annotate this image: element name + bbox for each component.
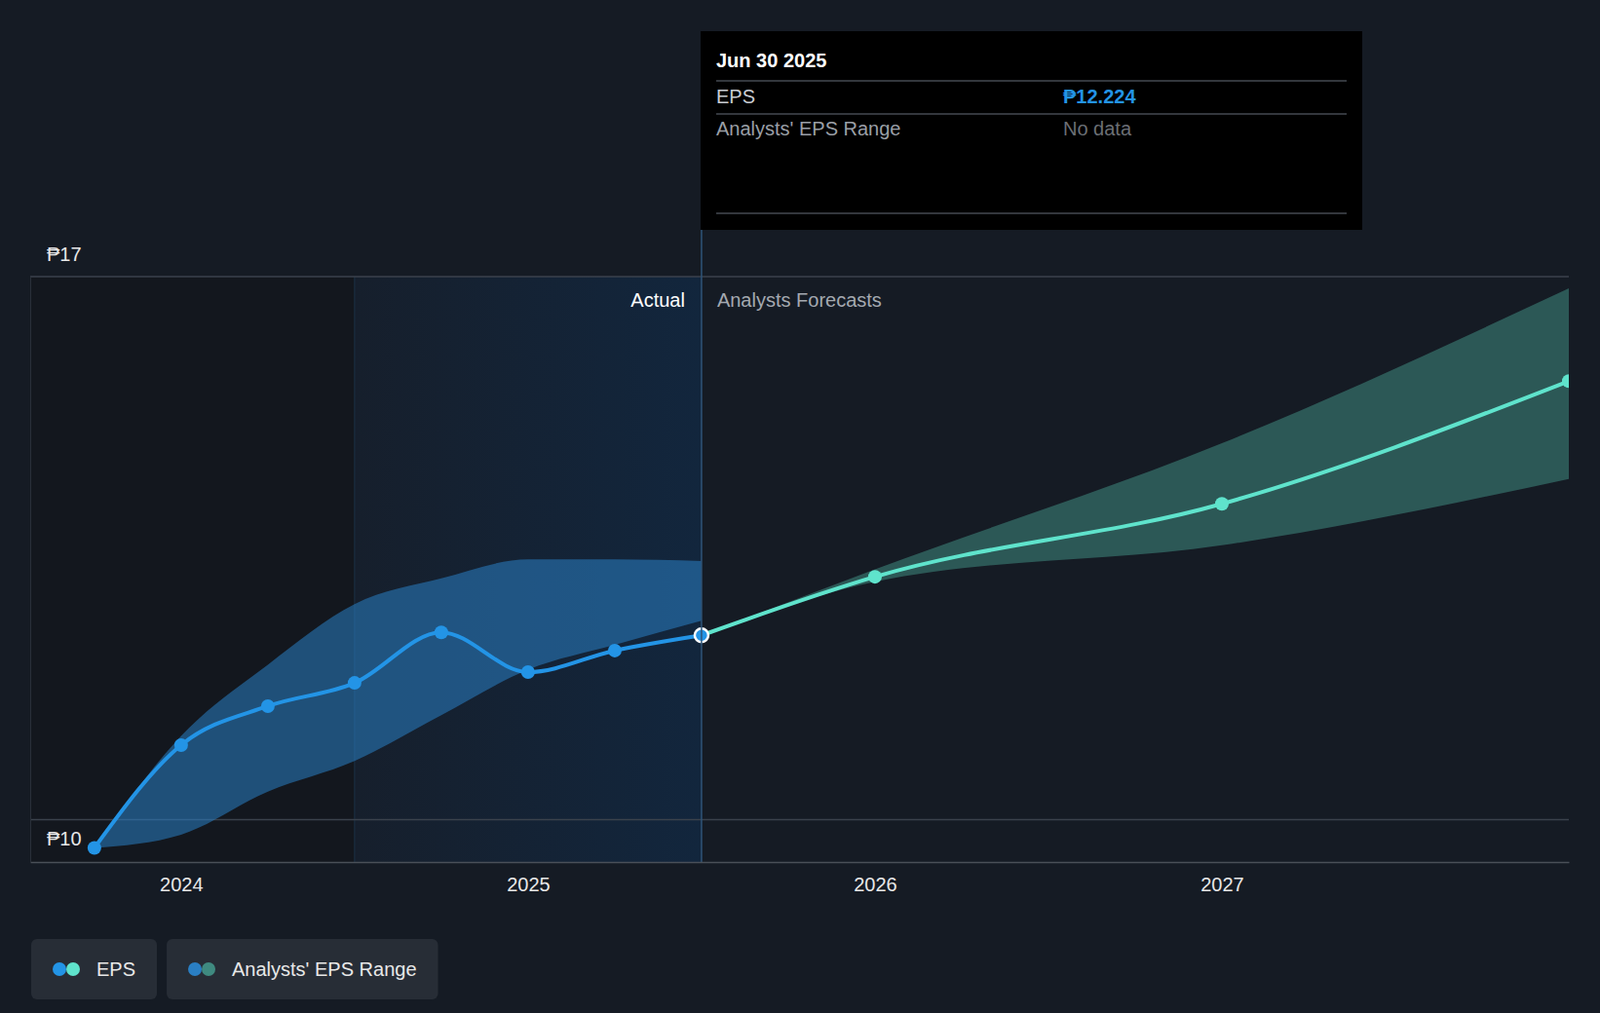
tooltip-row-label: EPS bbox=[716, 85, 756, 108]
eps-line bbox=[94, 632, 702, 848]
grid-line bbox=[30, 819, 1569, 822]
eps-line bbox=[701, 380, 1569, 636]
eps-point bbox=[87, 841, 102, 856]
y-tick: ₱10 bbox=[30, 820, 82, 850]
tooltip-title: Jun 30 2025 bbox=[716, 49, 827, 72]
x-axis-line bbox=[31, 862, 1570, 865]
legend-swatch bbox=[201, 962, 216, 977]
eps-point bbox=[868, 570, 882, 584]
eps-point bbox=[261, 699, 275, 714]
legend-item: EPS bbox=[31, 939, 157, 1000]
range-band bbox=[701, 288, 1569, 636]
eps-point bbox=[347, 676, 362, 690]
tooltip-row-value: No data bbox=[1063, 117, 1133, 140]
x-tick: 2026 bbox=[853, 862, 898, 896]
tooltip: Jun 30 2025 EPS ₱12.224 Analysts' EPS Range… bbox=[700, 31, 1363, 230]
tooltip-row-value: ₱12.224 bbox=[1063, 85, 1137, 108]
legend-item: Analysts' EPS Range bbox=[166, 939, 438, 1000]
x-tick-label: 2025 bbox=[506, 874, 551, 896]
legend-swatch bbox=[188, 962, 202, 977]
y-tick-label: ₱10 bbox=[46, 828, 82, 850]
actual-label: Actual bbox=[630, 289, 686, 311]
legend-swatch bbox=[52, 962, 67, 977]
actual-region-edge bbox=[353, 276, 355, 863]
plot-area bbox=[87, 288, 1569, 856]
eps-point bbox=[434, 625, 449, 640]
legend-box bbox=[166, 939, 438, 1000]
chart: Actual Analysts Forecasts 2024 2025 2026 2027… bbox=[0, 0, 1600, 1013]
forecast-label: Analysts Forecasts bbox=[717, 289, 882, 311]
tooltip-separator bbox=[716, 113, 1347, 115]
eps-point bbox=[521, 665, 535, 680]
eps-point bbox=[1215, 496, 1229, 511]
tooltip-separator bbox=[716, 79, 1347, 82]
eps-point bbox=[1561, 374, 1569, 388]
legend-label: Analysts' EPS Range bbox=[231, 958, 417, 981]
x-tick: 2025 bbox=[506, 862, 551, 896]
x-tick-label: 2024 bbox=[159, 874, 204, 896]
x-tick-label: 2026 bbox=[853, 874, 898, 896]
y-axis: ₱10 ₱17 bbox=[30, 243, 82, 864]
eps-point bbox=[174, 738, 189, 753]
range-band bbox=[94, 559, 702, 848]
tooltip-row-label: Analysts' EPS Range bbox=[716, 117, 901, 140]
y-axis-line bbox=[30, 277, 32, 864]
legend-box bbox=[31, 939, 157, 1000]
x-tick: 2027 bbox=[1200, 862, 1245, 896]
grid-line bbox=[30, 275, 1569, 278]
tooltip-box bbox=[700, 31, 1363, 230]
legend-label: EPS bbox=[96, 958, 136, 981]
cursor-line bbox=[700, 229, 703, 863]
legend: EPS Analysts' EPS Range bbox=[31, 939, 439, 1000]
x-tick: 2024 bbox=[159, 862, 204, 896]
x-tick-label: 2027 bbox=[1200, 874, 1245, 896]
background bbox=[0, 0, 1600, 1013]
eps-point bbox=[608, 644, 622, 658]
y-tick: ₱17 bbox=[30, 243, 82, 278]
x-axis: 2024 2025 2026 2027 bbox=[31, 862, 1570, 896]
tooltip-separator bbox=[716, 212, 1347, 215]
y-tick-label: ₱17 bbox=[46, 243, 82, 266]
legend-swatch bbox=[66, 962, 80, 977]
